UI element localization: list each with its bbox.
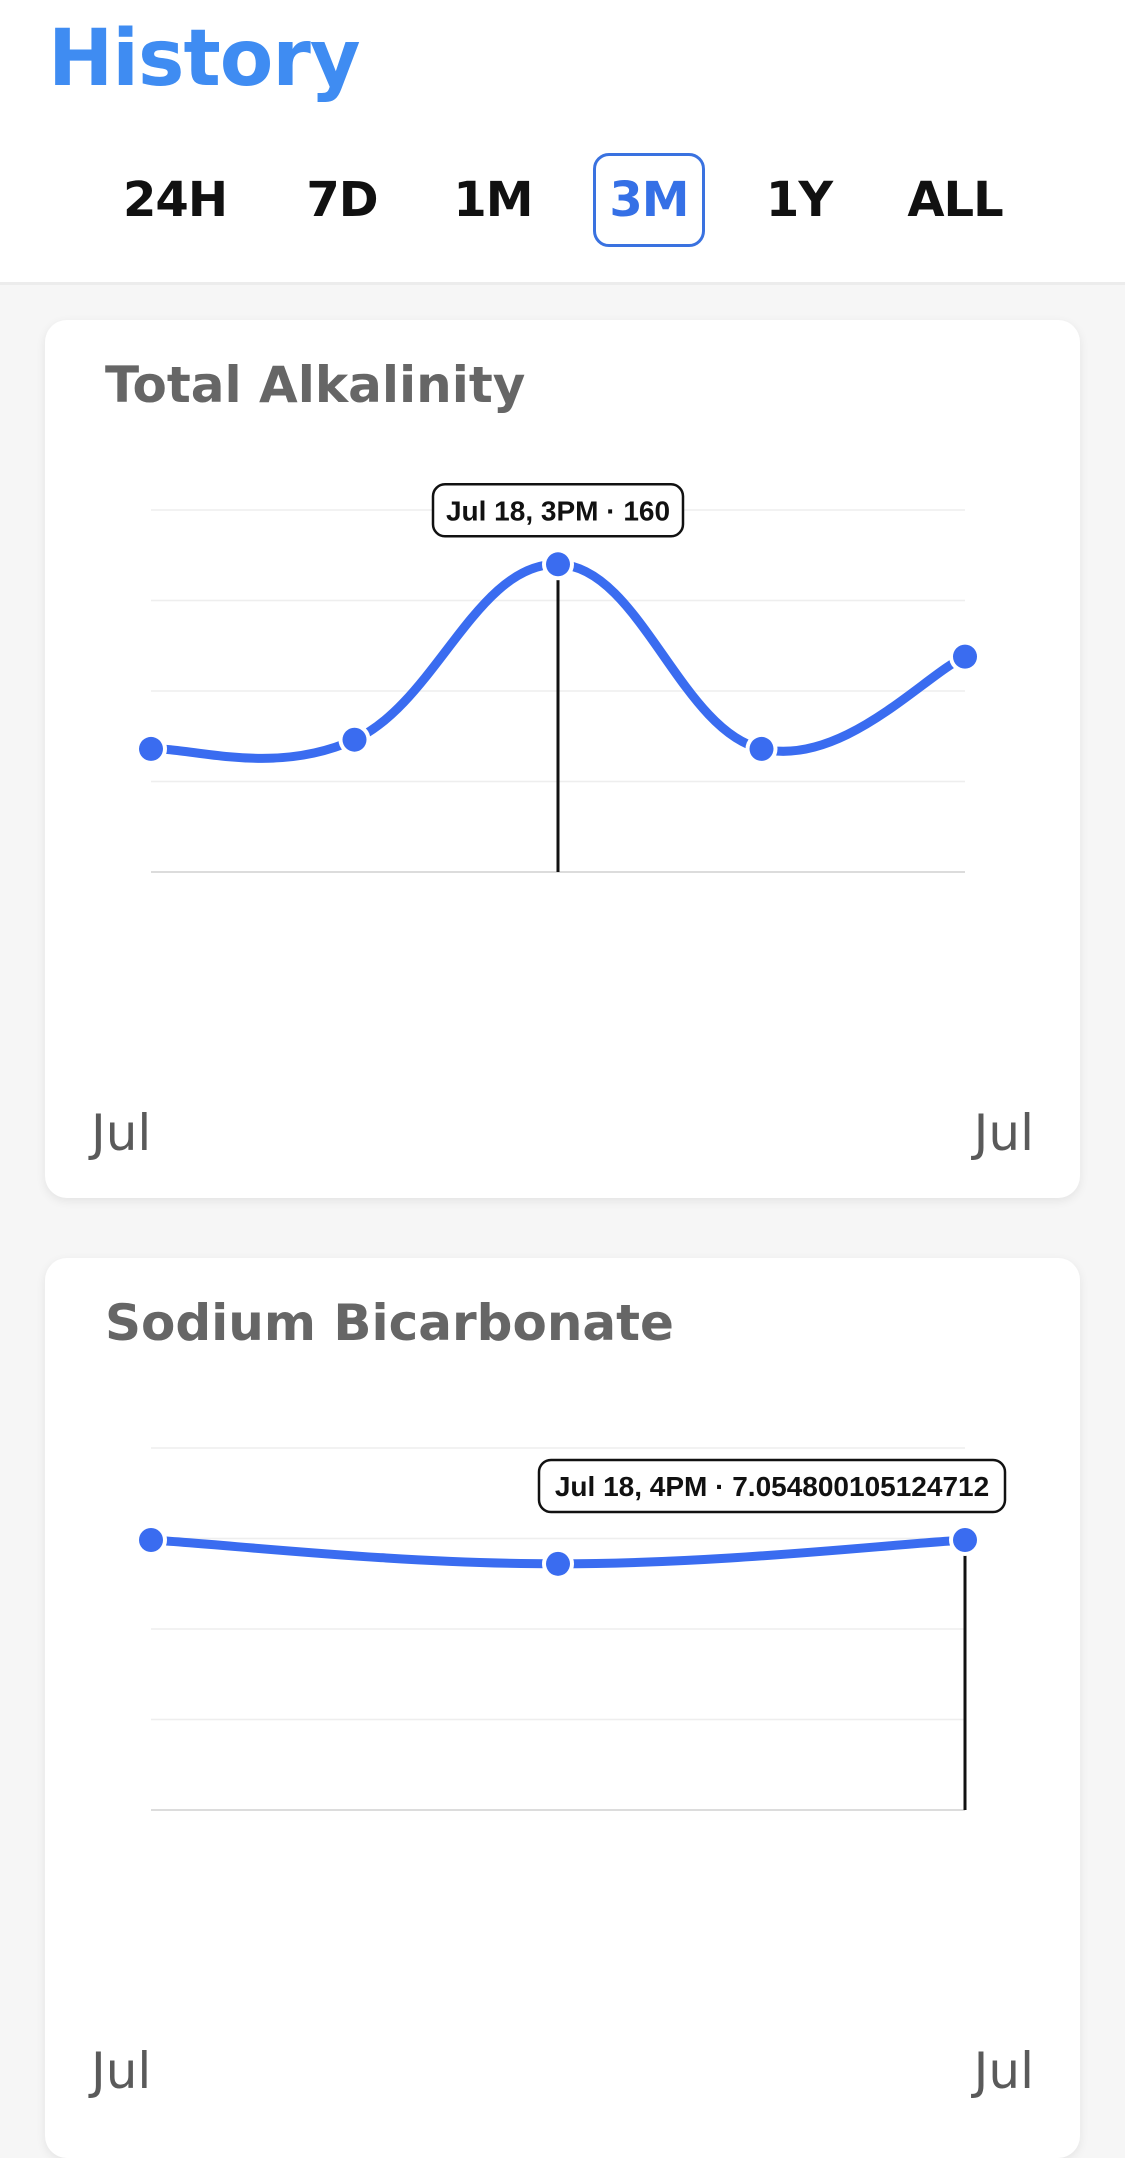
chart-title: Sodium Bicarbonate [105, 1294, 674, 1352]
line-chart-total-alkalinity[interactable]: Jul 18, 3PM · 160 [45, 320, 1080, 1198]
tooltip-label: Jul 18, 4PM · 7.054800105124712 [555, 1471, 989, 1502]
x-axis-start-label: Jul [91, 2042, 152, 2100]
data-point [139, 1528, 163, 1553]
data-point [546, 1551, 570, 1576]
tab-1m[interactable]: 1M [453, 172, 533, 228]
x-axis-end-label: Jul [973, 1104, 1034, 1162]
data-point [749, 736, 774, 761]
header: History 24H 7D 1M 3M 1Y ALL [0, 0, 1125, 285]
chart-card-total-alkalinity: Total Alkalinity Jul 18, 3PM · 160 Jul J… [45, 320, 1080, 1198]
page-title: History [48, 14, 361, 104]
tooltip-box [537, 1458, 1007, 1514]
tooltip-label: Jul 18, 3PM · 160 [446, 495, 670, 526]
chart-card-sodium-bicarbonate: Sodium Bicarbonate Jul 18, 4PM · 7.05480… [45, 1258, 1080, 2158]
tab-24h[interactable]: 24H [123, 172, 228, 228]
tab-all[interactable]: ALL [907, 172, 1003, 228]
data-point [342, 727, 367, 752]
tab-3m[interactable]: 3M [593, 153, 705, 247]
tab-1y[interactable]: 1Y [765, 172, 833, 228]
x-axis-end-label: Jul [973, 2042, 1034, 2100]
data-point [953, 644, 977, 669]
chart-title: Total Alkalinity [105, 356, 526, 414]
x-axis-start-label: Jul [91, 1104, 152, 1162]
data-point [953, 1528, 977, 1553]
tab-7d[interactable]: 7D [306, 172, 378, 228]
data-point [546, 552, 570, 577]
line-chart-sodium-bicarbonate[interactable]: Jul 18, 4PM · 7.054800105124712 [45, 1258, 1080, 2158]
range-tabs: 24H 7D 1M 3M 1Y ALL [0, 150, 1125, 250]
tooltip-box [431, 483, 685, 538]
data-point [139, 736, 163, 761]
